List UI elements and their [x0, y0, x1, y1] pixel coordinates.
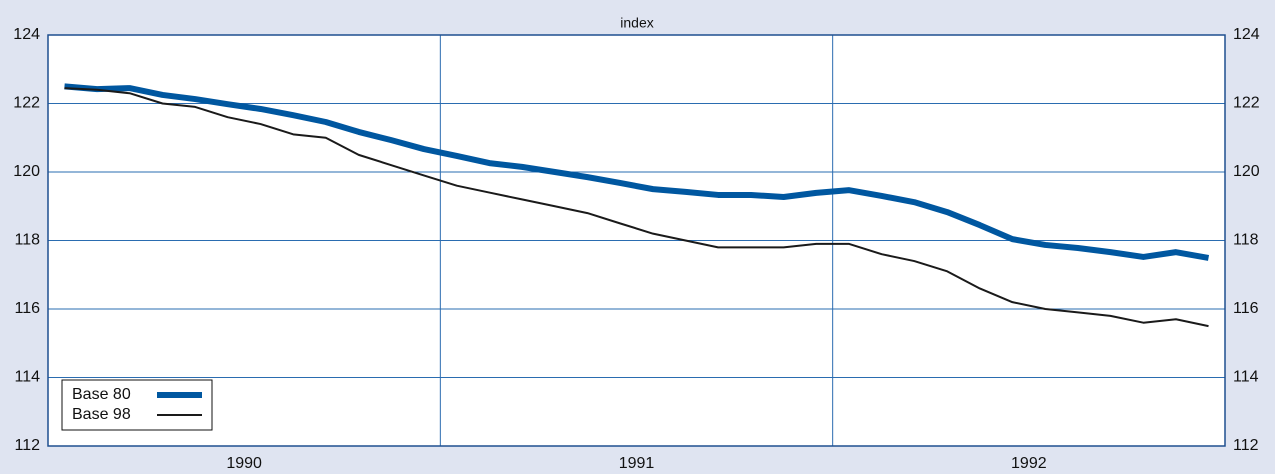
- y2-tick-label: 116: [1233, 300, 1259, 317]
- y-tick-label: 118: [14, 232, 40, 249]
- legend-box: [61, 379, 213, 431]
- series-line: [64, 87, 1209, 328]
- y-tick-label: 124: [13, 26, 40, 43]
- y2-tick-label: 124: [1233, 26, 1260, 43]
- series-line: [64, 83, 1210, 261]
- y2-tick-label: 120: [1233, 163, 1260, 180]
- x-tick-label: 1990: [226, 455, 262, 472]
- y2-tick-label: 114: [1233, 369, 1259, 386]
- legend-label: Base 98: [72, 406, 131, 423]
- plot-border: [47, 34, 1226, 447]
- y2-tick-label: 118: [1233, 232, 1259, 249]
- chart-title: index: [620, 15, 653, 31]
- x-tick-label: 1991: [619, 455, 655, 472]
- y2-tick-label: 112: [1233, 437, 1259, 454]
- x-tick-label: 1992: [1011, 455, 1047, 472]
- y-tick-label: 112: [14, 437, 40, 454]
- y-tick-label: 116: [14, 300, 40, 317]
- y-tick-label: 120: [13, 163, 40, 180]
- y-tick-label: 114: [14, 369, 40, 386]
- y2-tick-label: 122: [1233, 95, 1260, 112]
- legend-label: Base 80: [72, 386, 131, 403]
- y-tick-label: 122: [13, 95, 40, 112]
